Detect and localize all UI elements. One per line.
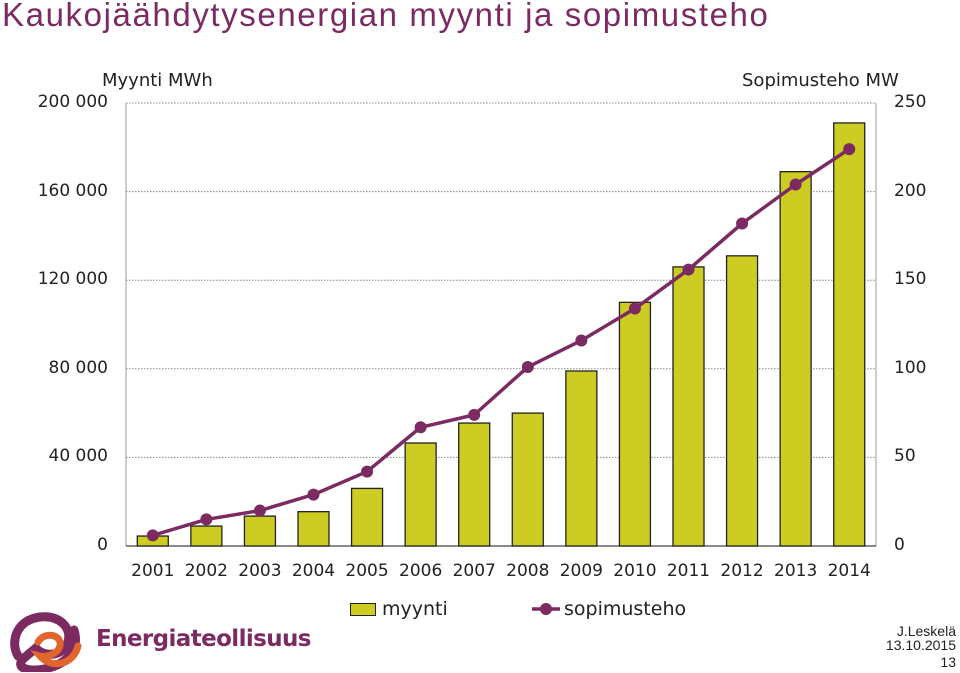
- left-tick-label: 120 000: [37, 269, 108, 290]
- left-tick-label: 160 000: [37, 180, 108, 201]
- right-tick-label: 200: [894, 180, 927, 201]
- energiateollisuus-logo: Energiateollisuus: [8, 612, 311, 672]
- x-tick-label: 2006: [399, 561, 443, 581]
- bar-myynti-2005: [350, 487, 384, 547]
- footer-page-number: 13: [940, 654, 956, 670]
- right-tick-label: 50: [894, 446, 916, 467]
- bar-myynti-2002: [190, 525, 223, 547]
- point-sopimusteho-2007: [468, 408, 481, 421]
- bar-myynti-2011: [672, 266, 705, 547]
- line-sopimusteho: [152, 147, 851, 538]
- footer-author: J.Leskelä: [896, 623, 956, 639]
- legend-swatch-sopimusteho: [532, 603, 560, 615]
- point-sopimusteho-2009: [575, 334, 588, 347]
- axis-lines: [125, 103, 877, 547]
- point-sopimusteho-2002: [200, 513, 213, 526]
- x-tick-label: 2014: [827, 561, 871, 581]
- point-sopimusteho-2001: [146, 529, 159, 542]
- legend-label-myynti: myynti: [382, 598, 448, 620]
- point-sopimusteho-2004: [307, 488, 320, 501]
- logo-mark-icon: [10, 612, 82, 672]
- x-tick-label: 2005: [345, 561, 389, 581]
- left-axis-title: Myynti MWh: [102, 70, 213, 91]
- grid-lines: [126, 102, 876, 458]
- legend-sopimusteho: sopimusteho: [532, 598, 686, 620]
- left-tick-label: 40 000: [48, 446, 108, 467]
- bar-myynti-2004: [297, 511, 330, 547]
- point-sopimusteho-2008: [521, 361, 534, 374]
- bar-series-myynti: [136, 122, 866, 547]
- right-tick-label: 250: [894, 92, 927, 112]
- legend-swatch-myynti: [350, 602, 376, 616]
- bar-myynti-2008: [511, 412, 544, 547]
- x-tick-label: 2009: [559, 561, 603, 581]
- bar-myynti-2003: [243, 515, 277, 547]
- bar-myynti-2007: [458, 422, 491, 547]
- bar-myynti-2013: [779, 171, 812, 547]
- bar-myynti-2012: [725, 255, 759, 547]
- line-series-sopimusteho: [146, 143, 856, 542]
- point-sopimusteho-2005: [361, 465, 374, 478]
- point-sopimusteho-2013: [789, 178, 802, 191]
- bar-myynti-2006: [404, 442, 437, 547]
- bar-myynti-2009: [565, 370, 598, 547]
- x-tick-label: 2002: [184, 561, 228, 581]
- footer-date: 13.10.2015: [885, 637, 956, 653]
- right-tick-label: 0: [894, 535, 905, 555]
- right-axis-title: Sopimusteho MW: [742, 70, 899, 91]
- point-sopimusteho-2012: [736, 217, 749, 230]
- x-tick-label: 2007: [452, 561, 496, 581]
- slide-title: Kaukojäähdytysenergian myynti ja sopimus…: [2, 0, 770, 33]
- right-tick-label: 150: [894, 269, 927, 290]
- legend-label-sopimusteho: sopimusteho: [564, 598, 687, 620]
- legend-myynti: myynti: [350, 598, 448, 620]
- left-tick-label: 200 000: [37, 92, 108, 112]
- x-tick-label: 2012: [720, 561, 764, 581]
- point-sopimusteho-2003: [253, 504, 266, 517]
- x-tick-label: 2001: [131, 561, 175, 581]
- point-sopimusteho-2014: [843, 143, 856, 156]
- x-tick-label: 2010: [613, 561, 657, 581]
- point-sopimusteho-2011: [682, 263, 695, 276]
- point-sopimusteho-2010: [628, 302, 641, 315]
- x-tick-label: 2013: [774, 561, 818, 581]
- x-tick-label: 2011: [666, 561, 711, 581]
- left-tick-label: 0: [97, 535, 108, 555]
- bar-myynti-2014: [833, 122, 866, 547]
- combo-chart: [125, 102, 877, 547]
- x-tick-label: 2004: [291, 561, 336, 581]
- bar-myynti-2010: [618, 301, 652, 547]
- x-tick-label: 2008: [506, 561, 550, 581]
- point-sopimusteho-2006: [414, 421, 427, 434]
- right-tick-label: 100: [894, 357, 927, 378]
- brand-name: Energiateollisuus: [96, 626, 311, 652]
- left-tick-label: 80 000: [48, 357, 108, 378]
- x-tick-label: 2003: [238, 561, 282, 581]
